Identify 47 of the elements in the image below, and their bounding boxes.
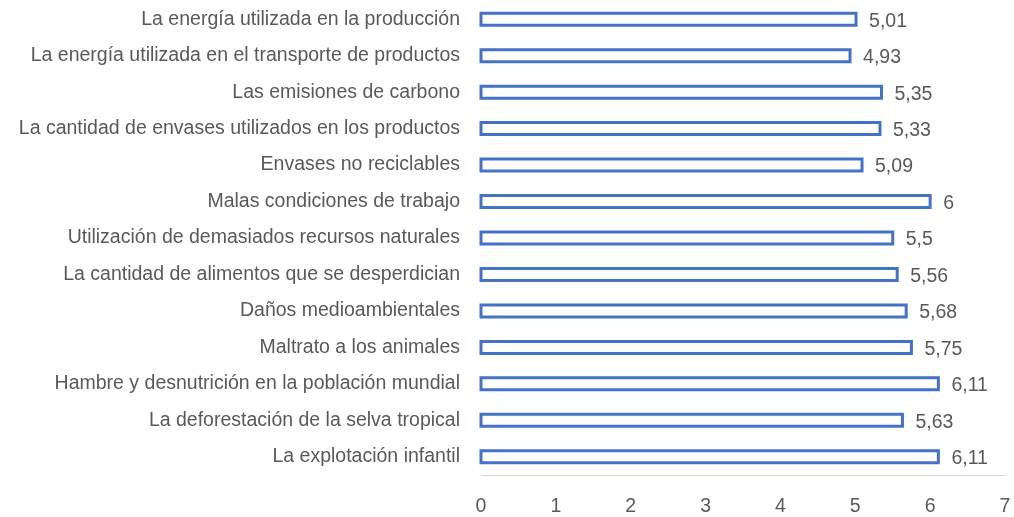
x-tick-label: 3 bbox=[700, 494, 711, 517]
bar bbox=[479, 449, 940, 465]
data-label: 6,11 bbox=[951, 446, 988, 469]
bar bbox=[479, 48, 852, 64]
bar bbox=[479, 303, 908, 319]
bar bbox=[479, 376, 940, 392]
bar bbox=[479, 339, 913, 355]
y-tick-label: Envases no reciclables bbox=[260, 152, 461, 175]
bar bbox=[479, 121, 882, 137]
y-tick-label: Daños medioambientales bbox=[239, 298, 461, 321]
data-label: 4,93 bbox=[863, 45, 901, 68]
data-label: 5,5 bbox=[905, 227, 933, 250]
bar bbox=[479, 157, 864, 173]
data-label: 5,01 bbox=[869, 8, 907, 31]
y-tick-label: La cantidad de envases utilizados en los productos bbox=[18, 115, 461, 138]
data-label: 5,75 bbox=[924, 336, 963, 359]
bar bbox=[479, 266, 899, 282]
x-tick-label: 6 bbox=[924, 494, 936, 517]
y-tick-label: Maltrato a los animales bbox=[259, 334, 461, 357]
data-label: 5,63 bbox=[915, 409, 954, 432]
bar bbox=[479, 11, 858, 27]
data-label: 5,35 bbox=[894, 81, 933, 104]
y-tick-label: La explotación infantil bbox=[272, 444, 460, 467]
bar bbox=[479, 84, 883, 100]
x-tick-label: 0 bbox=[475, 494, 487, 517]
x-tick-label: 1 bbox=[550, 494, 562, 517]
data-label: 5,68 bbox=[919, 300, 958, 323]
x-tick-label: 5 bbox=[849, 494, 861, 517]
x-tick-label: 7 bbox=[999, 494, 1011, 517]
data-label: 5,33 bbox=[892, 117, 931, 140]
y-tick-label: Las emisiones de carbono bbox=[232, 79, 461, 102]
bar bbox=[479, 230, 895, 246]
y-tick-label: La cantidad de alimentos que se desperdician bbox=[63, 261, 460, 284]
y-tick-label: La deforestación de la selva tropical bbox=[148, 407, 460, 430]
x-tick-label: 4 bbox=[775, 494, 786, 517]
data-label: 6,11 bbox=[951, 373, 988, 396]
y-tick-label: Utilización de demasiados recursos naturales bbox=[67, 225, 461, 248]
x-tick-label: 2 bbox=[625, 494, 637, 517]
y-tick-label: Hambre y desnutrición en la población mundial bbox=[54, 371, 460, 394]
y-tick-label: La energía utilizada en el transporte de productos bbox=[30, 43, 461, 66]
data-label: 5,56 bbox=[910, 263, 949, 286]
data-label: 6 bbox=[943, 190, 954, 213]
y-tick-label: Malas condiciones de trabajo bbox=[207, 188, 461, 211]
data-label: 5,09 bbox=[875, 154, 913, 177]
bar bbox=[479, 194, 932, 210]
y-tick-label: La energía utilizada en la producción bbox=[141, 6, 460, 29]
bar bbox=[479, 412, 904, 428]
